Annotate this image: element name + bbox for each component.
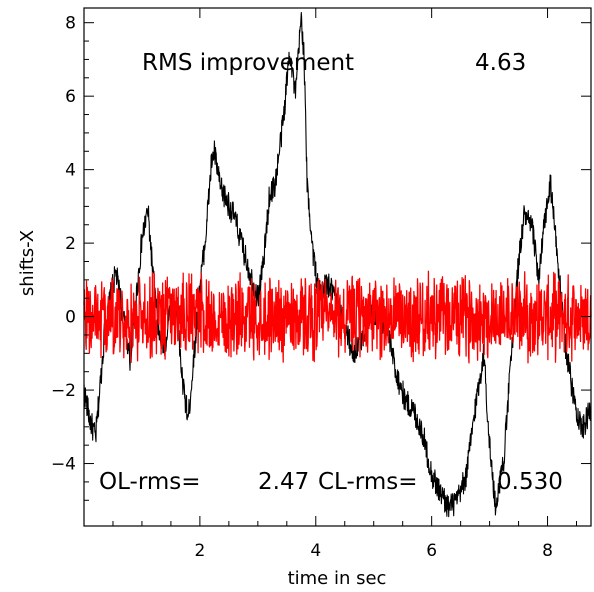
series-layer bbox=[83, 11, 592, 518]
y-tick-label: 2 bbox=[65, 234, 76, 254]
open-loop-series-line bbox=[83, 11, 592, 518]
ol-rms-label: OL-rms= bbox=[99, 469, 201, 495]
plot-frame bbox=[83, 7, 592, 527]
rms-improvement-value: 4.63 bbox=[475, 50, 526, 76]
y-tick-label: 6 bbox=[65, 87, 76, 107]
ol-rms-value: 2.47 bbox=[258, 469, 309, 495]
y-tick-label: −4 bbox=[51, 455, 76, 475]
x-tick-label: 6 bbox=[426, 541, 437, 561]
y-tick-label: 0 bbox=[65, 308, 76, 328]
cl-rms-value: 0.530 bbox=[497, 469, 563, 495]
x-tick-label: 2 bbox=[194, 541, 205, 561]
y-axis-label: shifts-X bbox=[17, 230, 38, 296]
y-tick-label: 8 bbox=[65, 14, 76, 34]
y-tick-label: −2 bbox=[51, 381, 76, 401]
x-axis-label: time in sec bbox=[288, 568, 387, 589]
rms-improvement-label: RMS improvement bbox=[142, 50, 354, 76]
y-tick-label: 4 bbox=[65, 161, 76, 181]
ticks-layer: 2 4 6 8 −4 −2 0 2 4 6 8 bbox=[51, 8, 591, 561]
cl-rms-label: CL-rms= bbox=[318, 469, 417, 495]
x-tick-label: 4 bbox=[310, 541, 321, 561]
closed-loop-series-line bbox=[83, 270, 592, 364]
x-tick-label: 8 bbox=[542, 541, 553, 561]
